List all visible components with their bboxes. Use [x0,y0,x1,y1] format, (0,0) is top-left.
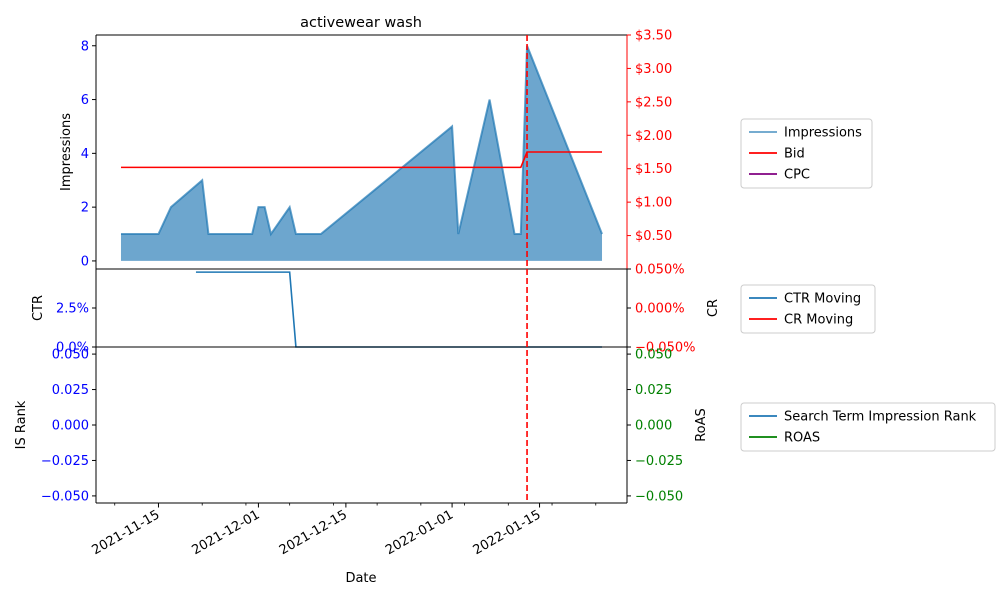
is-rank-ytick-label: 0.000 [52,419,89,434]
bid-y2tick-label: $3.50 [635,29,672,44]
bid-y2tick-label: $1.50 [635,162,672,177]
roas-y2tick-label: −0.050 [635,489,683,504]
legend-middle-box [740,284,876,334]
impressions-ytick-label: 2 [81,201,89,216]
cr-y2tick-label: −0.050% [635,341,695,356]
roas-y2tick-label: 0.000 [635,419,672,434]
impressions-area-layer [120,45,603,261]
bid-y2tick-label: $1.00 [635,196,672,211]
bid-y2tick-label: $2.00 [635,129,672,144]
impressions-ytick-label: 8 [81,39,89,54]
legend-bottom-box [740,402,996,452]
legend-top-label: Bid [784,147,805,162]
is-rank-ytick-label: 0.050 [52,348,89,363]
impressions-line [120,45,603,237]
legend-middle-label: CR Moving [784,313,853,328]
bid-y2tick-label: $3.00 [635,62,672,77]
is-rank-ytick-label: −0.050 [41,489,89,504]
bid-line [120,151,603,169]
cr-axis-label: CR [706,299,721,317]
impressions-ytick-label: 0 [81,254,89,269]
is-rank-ytick-label: −0.025 [41,454,89,469]
cr-y2tick-label: 0.050% [635,263,685,278]
bid-y2tick-label: $0.50 [635,229,672,244]
impressions-ytick-label: 4 [81,147,89,162]
legend-bottom-label: Search Term Impression Rank [784,410,977,425]
legend-top-label: CPC [784,168,810,183]
legend-top-label: Impressions [784,126,862,141]
cr-y2tick-label: 0.000% [635,302,685,317]
chart-title: activewear wash [300,15,422,31]
bid-y2tick-label: $2.50 [635,95,672,110]
legend-top-box [740,118,873,189]
ctr-axis-label: CTR [31,295,46,321]
legend-bottom-label: ROAS [784,431,820,446]
impressions-axis-label: Impressions [59,113,74,191]
is-rank-ytick-label: 0.025 [52,383,89,398]
roas-y2tick-label: −0.025 [635,454,683,469]
ctr-ytick-label: 2.5% [56,302,89,317]
roas-y2tick-label: 0.050 [635,348,672,363]
legend-middle-label: CTR Moving [784,292,861,307]
x-axis-label: Date [345,571,376,586]
impressions-area [120,45,603,261]
ctr-ytick-label: 0.0% [56,341,89,356]
roas-axis-label: RoAS [694,408,709,442]
legends-layer: Impressions Bid CPC CTR Moving CR Moving Sear… [740,118,996,452]
roas-y2tick-label: 0.025 [635,383,672,398]
impressions-ytick-label: 6 [81,93,89,108]
is-rank-axis-label: IS Rank [14,400,29,449]
